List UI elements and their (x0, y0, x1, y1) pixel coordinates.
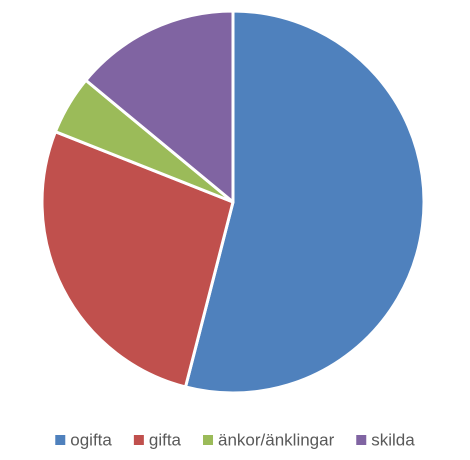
legend-swatch (356, 435, 367, 445)
legend-label: skilda (371, 430, 415, 449)
pie-slice (184, 9, 426, 395)
legend-swatch (203, 435, 214, 445)
pie (40, 9, 426, 395)
legend: ogifta gifta änkor/änklingar skilda (55, 430, 415, 449)
legend-label: gifta (149, 430, 182, 449)
legend-swatch (55, 435, 66, 445)
legend-swatch (133, 435, 144, 445)
pie-slice (40, 130, 235, 389)
pie-slice (84, 9, 235, 204)
legend-label: ogifta (70, 430, 112, 449)
legend-label: änkor/änklingar (218, 430, 335, 449)
